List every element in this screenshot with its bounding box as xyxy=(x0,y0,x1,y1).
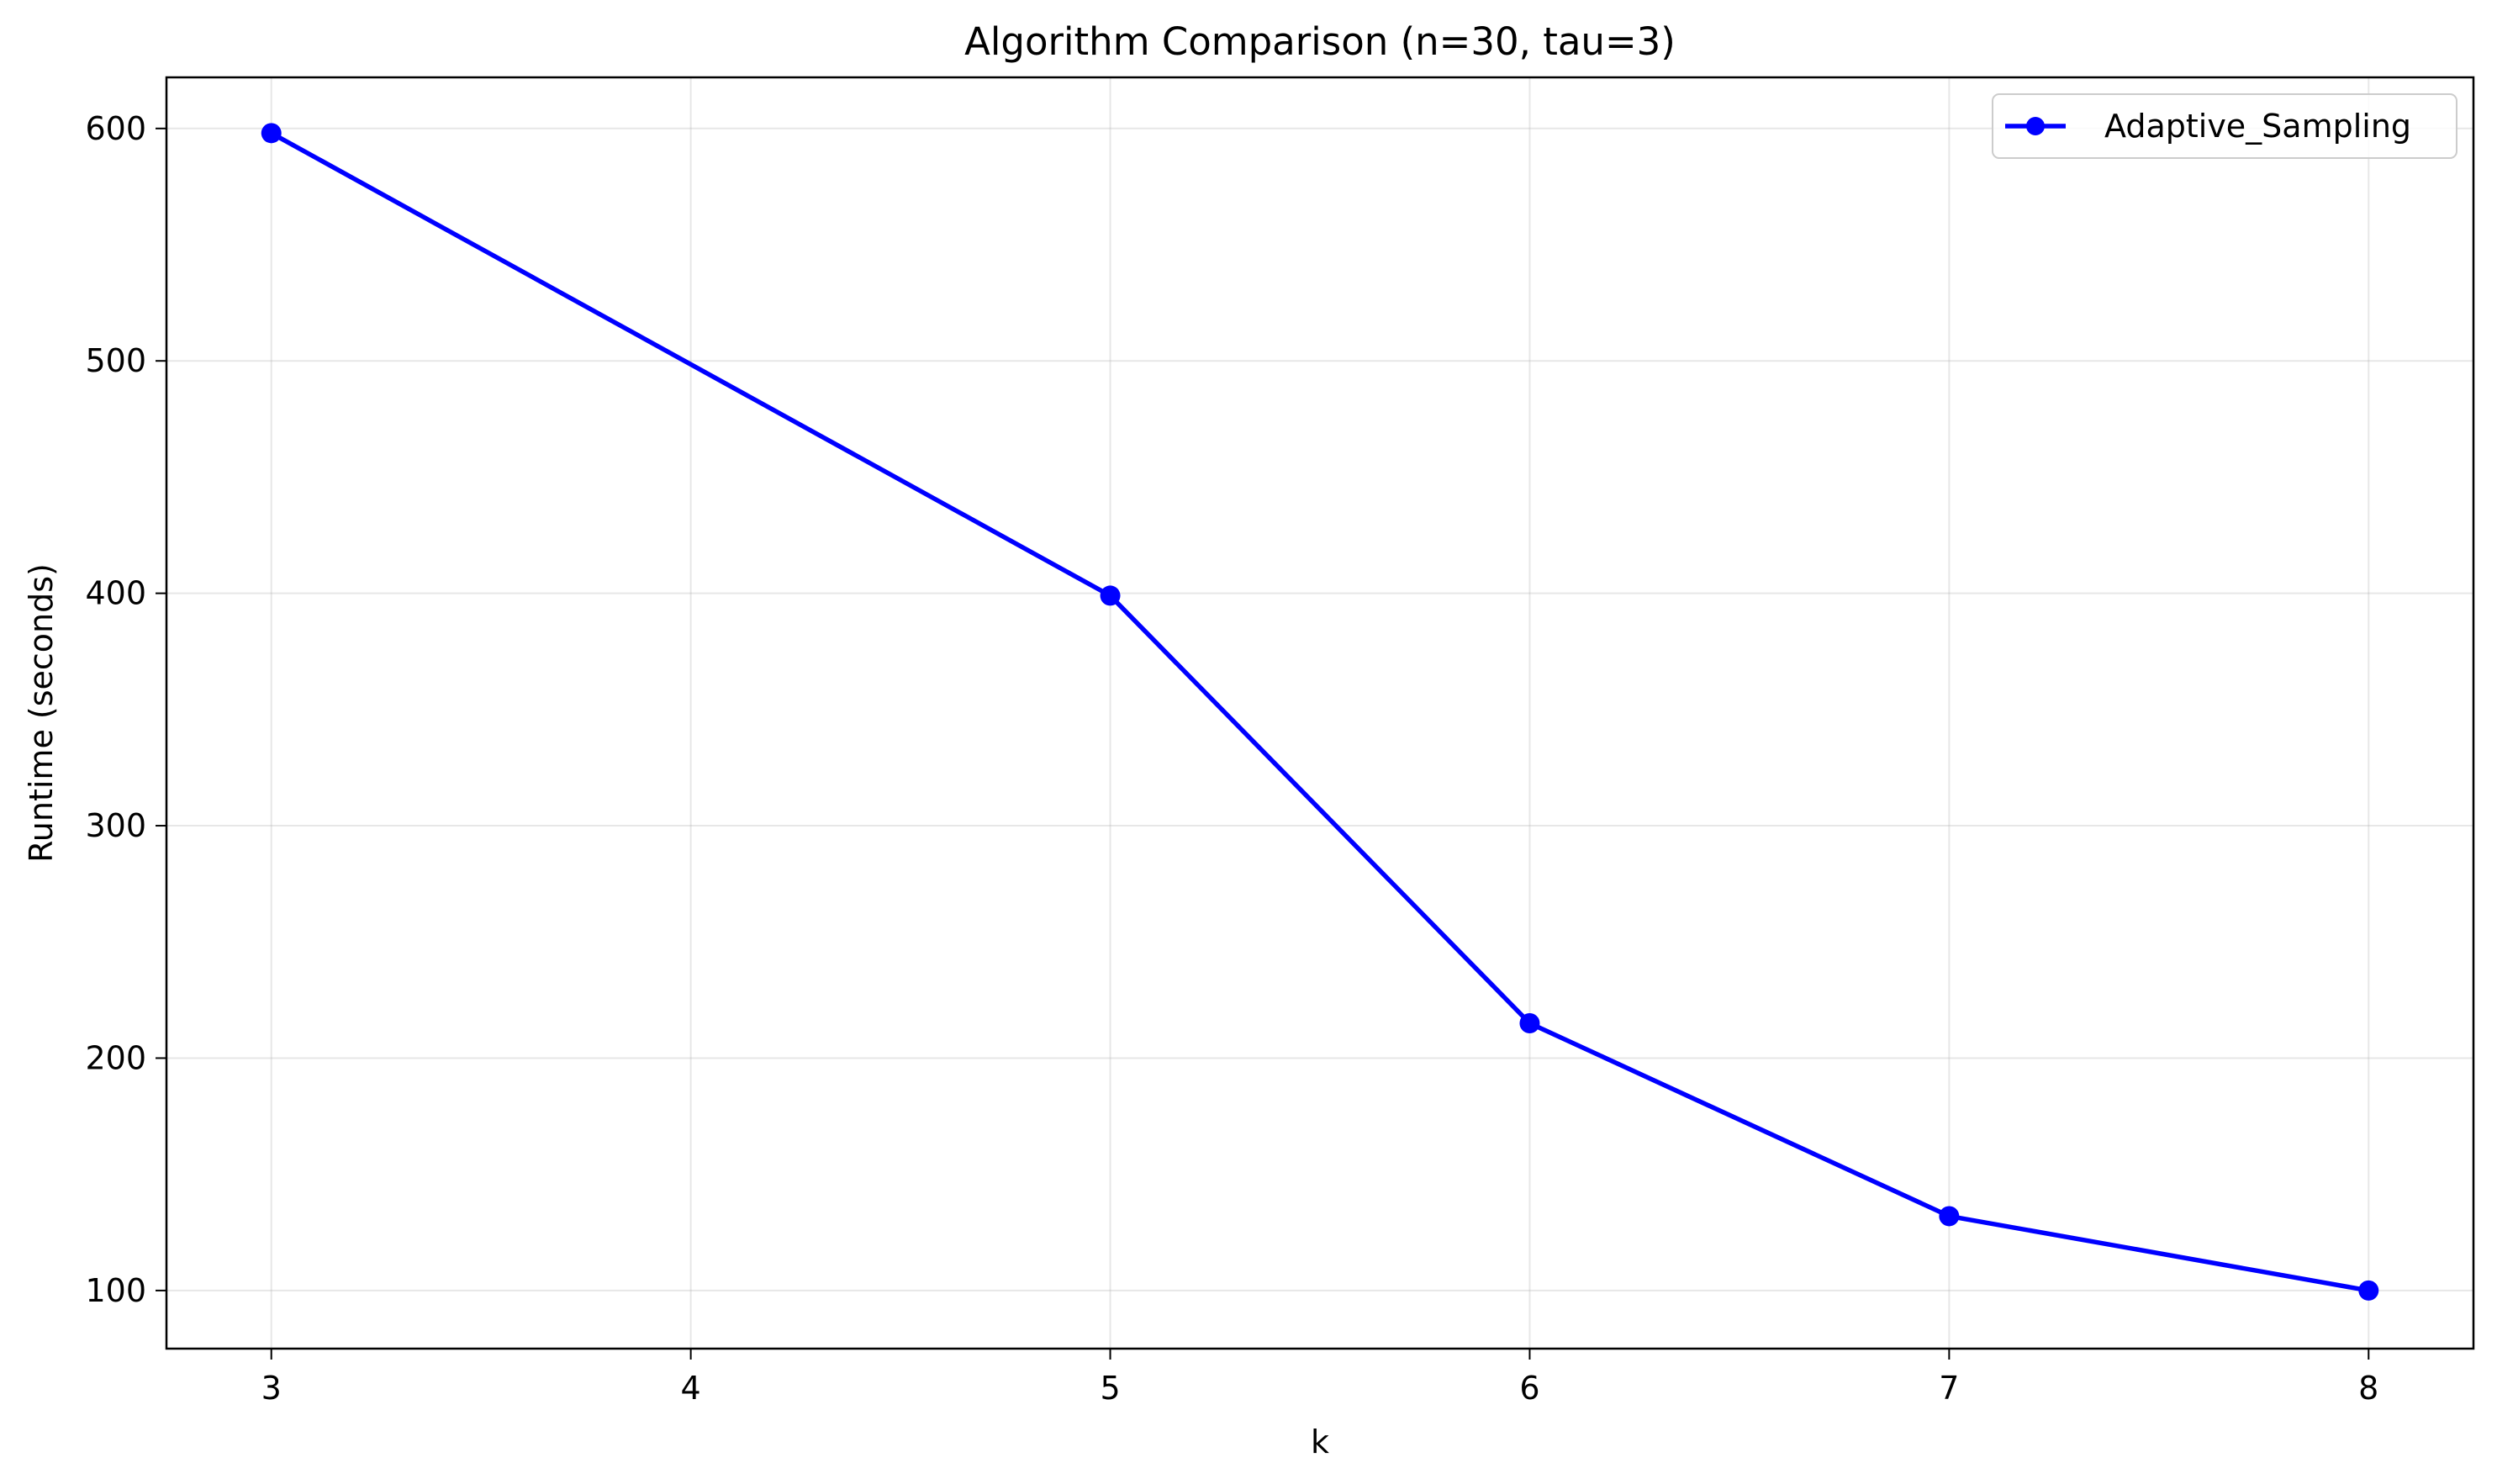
y-tick-label: 100 xyxy=(85,1272,146,1309)
plot-area-frame xyxy=(165,76,2475,1350)
x-tick-label: 3 xyxy=(261,1370,282,1407)
data-point xyxy=(261,123,282,144)
x-tick-label: 8 xyxy=(2358,1370,2378,1407)
y-tick-label: 600 xyxy=(85,110,146,147)
y-tick-label: 500 xyxy=(85,342,146,379)
y-axis-label: Runtime (seconds) xyxy=(23,563,60,863)
legend-marker-adaptive-sampling xyxy=(2026,117,2045,135)
data-point xyxy=(1519,1013,1540,1034)
y-tick-label: 300 xyxy=(85,807,146,844)
y-tick-label: 400 xyxy=(85,575,146,612)
y-tick-label: 200 xyxy=(85,1039,146,1076)
data-point xyxy=(2358,1280,2379,1301)
x-tick-label: 5 xyxy=(1100,1370,1120,1407)
series-layer xyxy=(261,123,2379,1301)
legend: Adaptive_Sampling xyxy=(1992,93,2457,159)
data-point xyxy=(1939,1206,1960,1227)
grid xyxy=(166,77,2473,1349)
x-tick-label: 7 xyxy=(1939,1370,1959,1407)
x-tick-label: 6 xyxy=(1519,1370,1539,1407)
legend-box xyxy=(1992,93,2457,159)
legend-label-adaptive-sampling: Adaptive_Sampling xyxy=(2104,108,2411,145)
x-tick-label: 4 xyxy=(681,1370,701,1407)
x-axis-label: k xyxy=(1311,1423,1329,1460)
chart-title: Algorithm Comparison (n=30, tau=3) xyxy=(964,19,1676,64)
ticks: 3 4 5 6 7 8 100 200 300 400 500 600 xyxy=(85,110,2378,1407)
data-point xyxy=(1100,585,1121,606)
